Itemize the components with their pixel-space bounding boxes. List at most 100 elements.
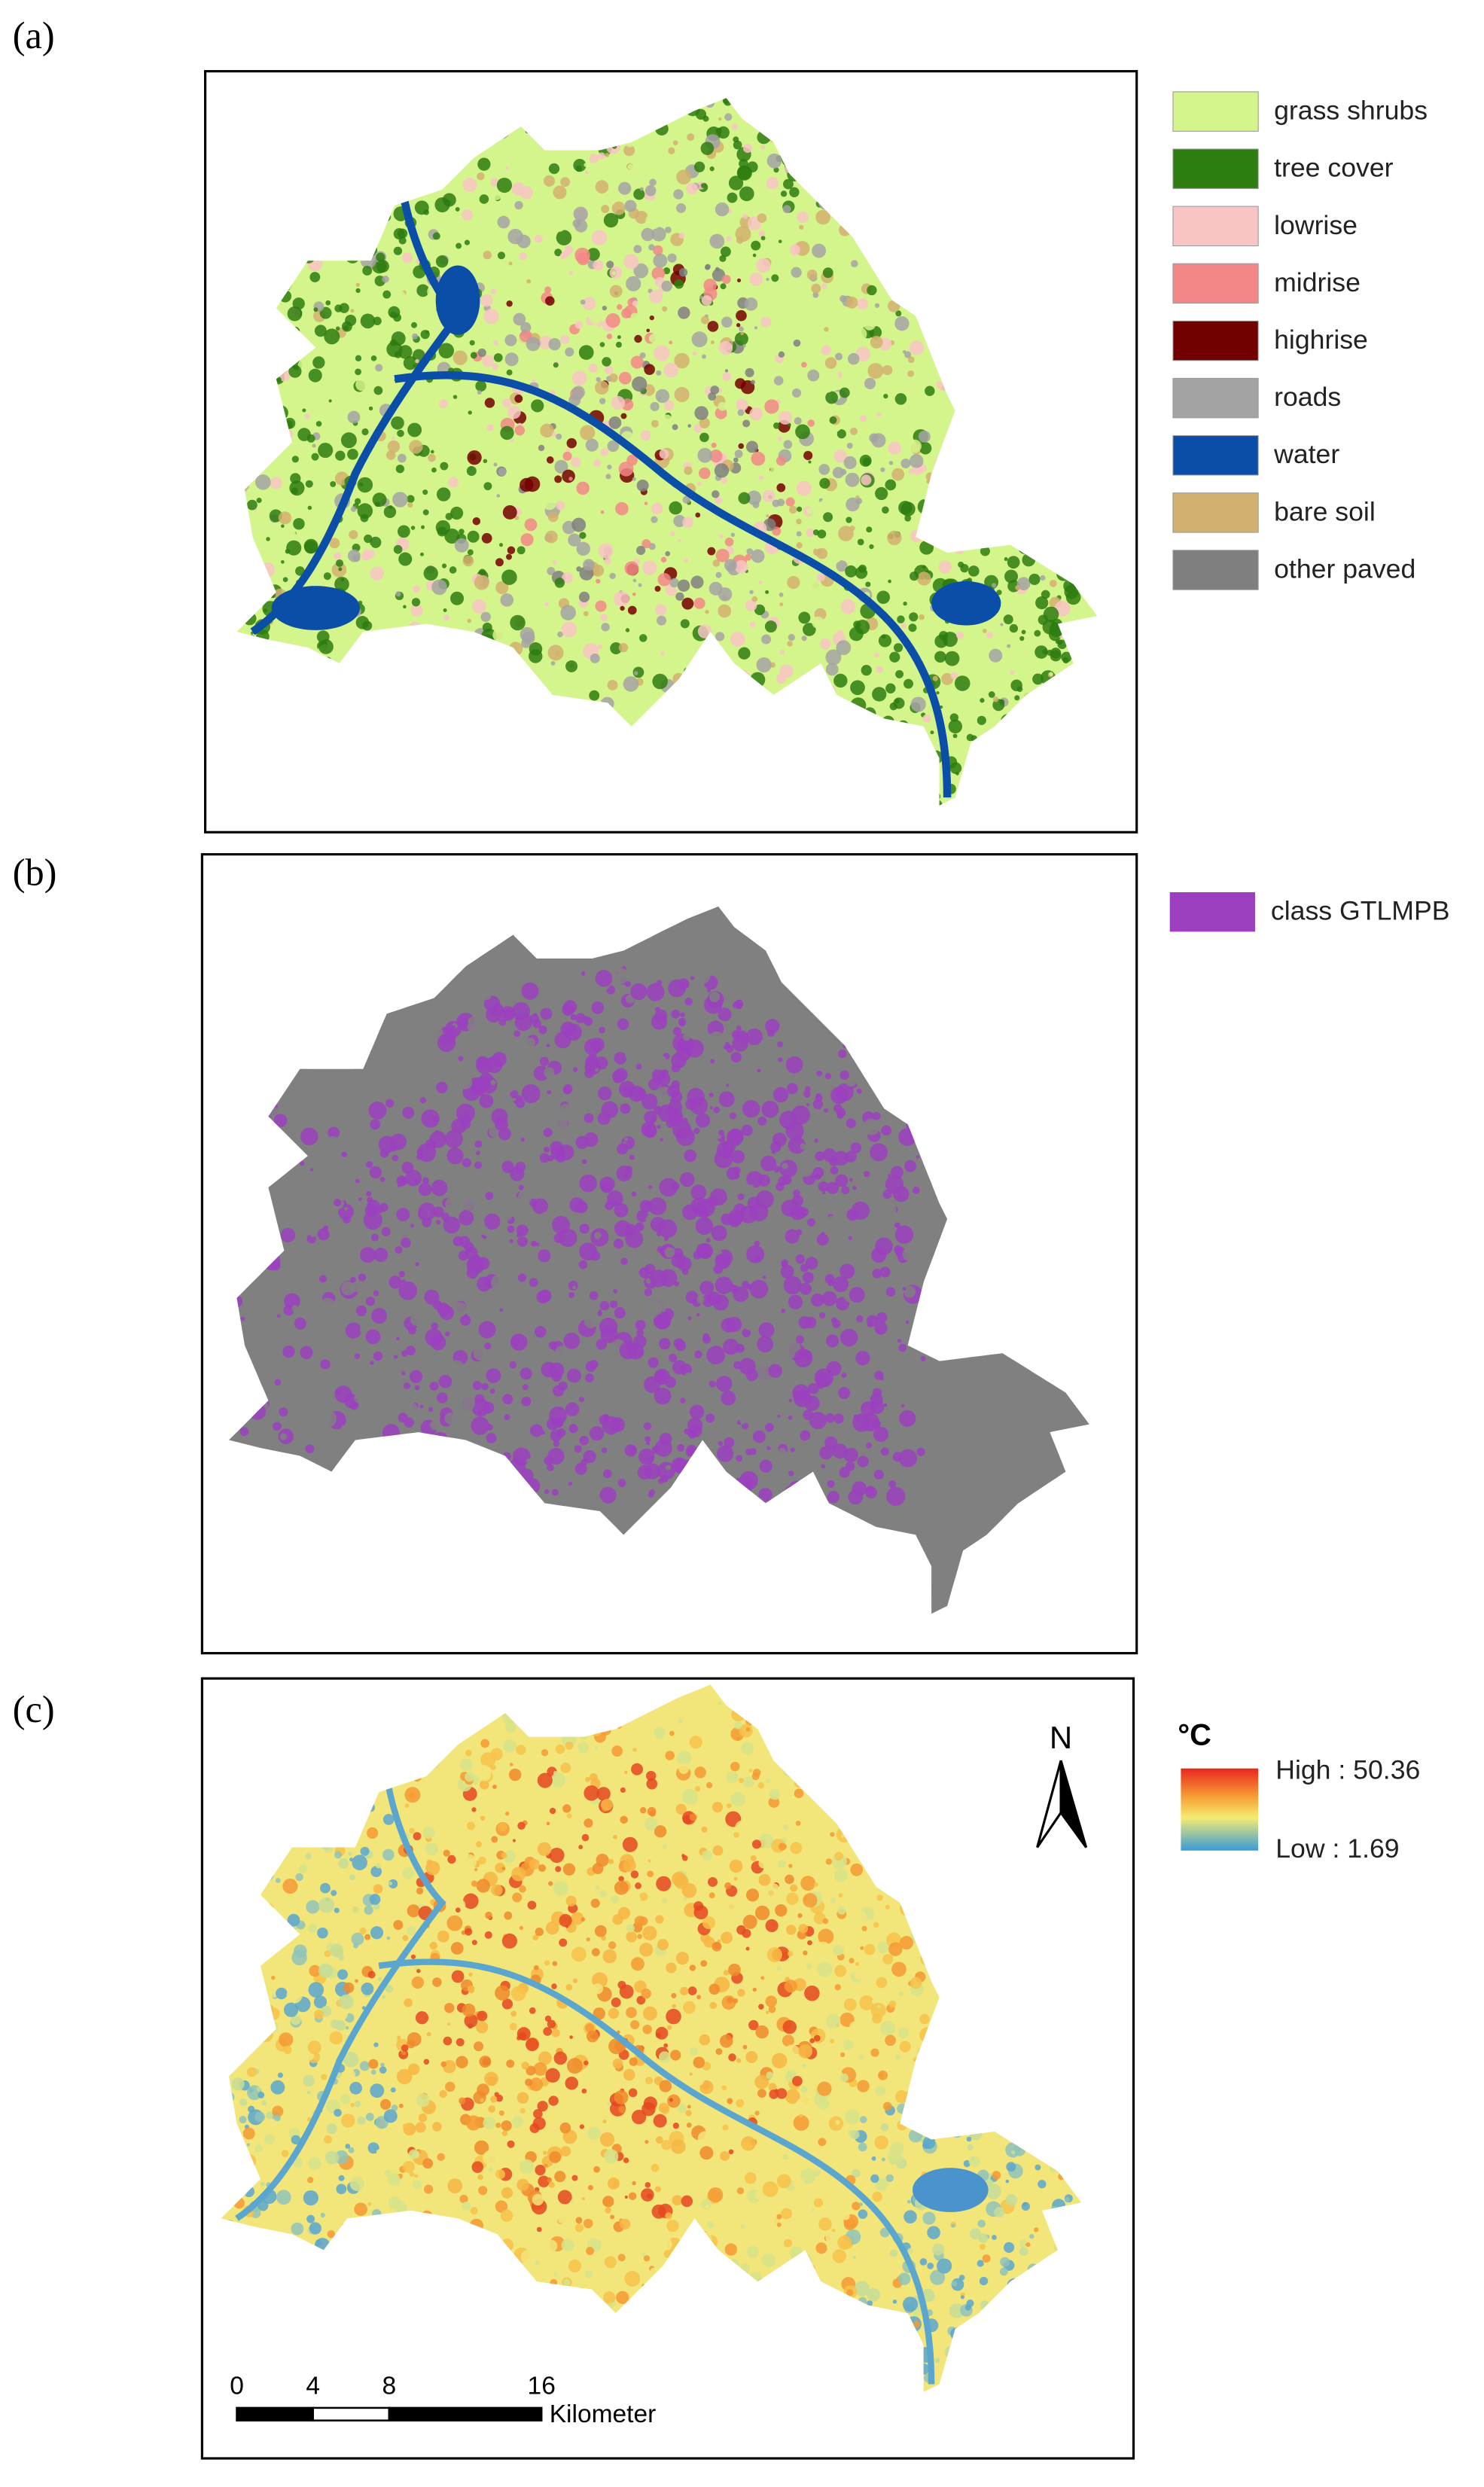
patch (1094, 536, 1098, 547)
patch (1004, 557, 1008, 562)
patch (568, 771, 575, 779)
patch (627, 605, 637, 615)
patch (636, 479, 649, 492)
patch (260, 285, 276, 302)
patch (967, 1037, 978, 1049)
patch (778, 351, 785, 358)
patch (303, 1266, 318, 1281)
patch (721, 791, 735, 806)
patch (718, 1091, 735, 1108)
river (250, 110, 952, 798)
patch (673, 189, 684, 200)
patch (672, 672, 685, 685)
patch (248, 1376, 267, 1394)
patch (236, 271, 244, 280)
patch (1053, 1438, 1071, 1456)
patch (795, 424, 810, 440)
patch (1010, 119, 1016, 126)
patch (1063, 737, 1069, 743)
patch (290, 160, 297, 167)
patch (977, 456, 992, 471)
patch (313, 307, 318, 312)
patch (1073, 743, 1088, 759)
patch (383, 505, 397, 519)
patch (362, 265, 373, 276)
patch (937, 174, 945, 181)
patch (992, 487, 1007, 502)
patch (788, 1398, 792, 1403)
patch (640, 1594, 649, 1604)
patch (779, 1160, 797, 1178)
patch (601, 1101, 619, 1119)
patch (727, 1128, 744, 1144)
patch (922, 565, 926, 569)
patch (613, 1288, 618, 1294)
patch (523, 722, 536, 736)
patch (729, 98, 739, 103)
patch (827, 1480, 835, 1488)
patch (510, 678, 514, 683)
patch (1035, 538, 1039, 543)
patch (321, 921, 326, 925)
patch (1023, 1452, 1029, 1458)
patch (236, 1038, 248, 1050)
patch (557, 1535, 565, 1541)
patch (1022, 294, 1027, 298)
patch (538, 1026, 547, 1035)
patch (373, 175, 382, 184)
patch (803, 323, 813, 334)
patch (483, 561, 497, 575)
patch (996, 590, 1002, 596)
patch (529, 1123, 548, 1142)
patch (566, 709, 577, 720)
patch (942, 631, 958, 648)
patch (977, 1583, 984, 1590)
patch (282, 264, 290, 273)
patch (997, 1528, 1010, 1541)
patch (980, 1206, 987, 1214)
patch (1010, 400, 1024, 415)
patch (1099, 236, 1102, 239)
patch (554, 459, 568, 474)
patch (1016, 1408, 1023, 1416)
patch (297, 738, 302, 742)
patch (698, 1504, 711, 1517)
patch (465, 923, 474, 932)
patch (531, 1606, 550, 1614)
patch (1068, 405, 1081, 417)
patch (930, 269, 942, 281)
patch (897, 1205, 907, 1215)
patch (950, 1430, 957, 1437)
patch (684, 558, 689, 563)
patch (283, 1483, 287, 1487)
patch (837, 1050, 847, 1059)
patch (943, 148, 949, 154)
patch (336, 247, 346, 257)
patch (263, 422, 279, 438)
patch (383, 743, 394, 753)
patch (675, 158, 684, 167)
patch (597, 644, 602, 650)
patch (443, 1507, 456, 1519)
patch (261, 738, 269, 745)
patch (724, 742, 730, 748)
patch (254, 1420, 269, 1435)
patch (782, 940, 788, 946)
patch (242, 521, 247, 526)
patch (358, 1273, 367, 1282)
patch (527, 1495, 540, 1507)
patch (509, 409, 513, 413)
patch (544, 914, 553, 923)
patch (474, 1394, 485, 1404)
patch (987, 992, 998, 1002)
patch (1059, 1009, 1071, 1023)
patch (916, 402, 923, 409)
patch (872, 1111, 881, 1120)
patch (355, 378, 368, 392)
patch (922, 1282, 939, 1300)
patch (1000, 168, 1007, 175)
patch (553, 1385, 565, 1397)
patch (1065, 1477, 1073, 1484)
patch (335, 998, 349, 1011)
patch (1055, 1365, 1062, 1373)
